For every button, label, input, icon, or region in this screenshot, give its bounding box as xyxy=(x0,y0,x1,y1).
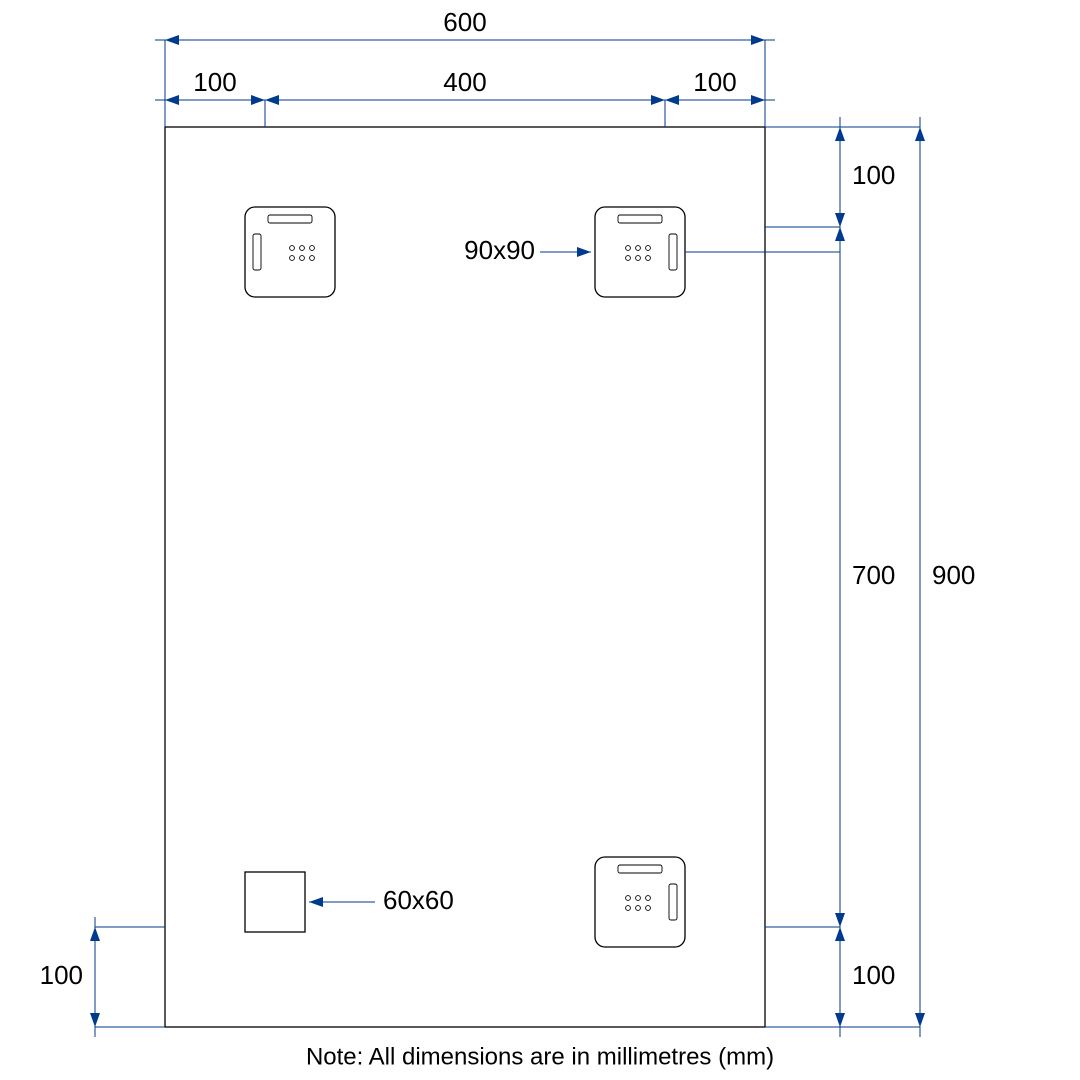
svg-text:700: 700 xyxy=(852,560,895,590)
svg-text:100: 100 xyxy=(852,960,895,990)
svg-text:Note: All dimensions are in mi: Note: All dimensions are in millimetres … xyxy=(306,1043,774,1070)
dimension-drawing: 600 100 400 100 100 700 100 900 100 90x90 60x60 Not… xyxy=(0,0,1080,1080)
svg-text:100: 100 xyxy=(693,67,736,97)
svg-text:600: 600 xyxy=(443,7,486,37)
svg-text:90x90: 90x90 xyxy=(464,235,535,265)
svg-text:400: 400 xyxy=(443,67,486,97)
svg-text:60x60: 60x60 xyxy=(383,885,454,915)
svg-text:100: 100 xyxy=(193,67,236,97)
svg-text:100: 100 xyxy=(40,960,83,990)
svg-text:900: 900 xyxy=(932,560,975,590)
svg-text:100: 100 xyxy=(852,160,895,190)
